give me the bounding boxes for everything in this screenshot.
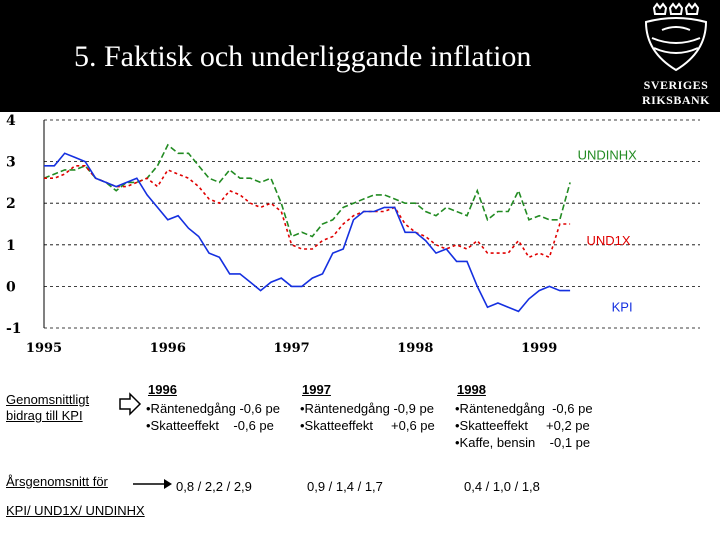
label-avg-contribution: Genomsnittligt bidrag till KPI xyxy=(6,392,90,423)
year-heading-1997: 1997 xyxy=(302,382,331,397)
y-tick-label: 4 xyxy=(6,113,16,129)
series-line-undinhx xyxy=(43,143,571,238)
series-line-kpi xyxy=(44,152,571,313)
y-tick-label: 1 xyxy=(6,238,16,254)
x-tick-label: 1995 xyxy=(26,341,62,356)
title-bar: 5. Faktisk och underliggande inflation S… xyxy=(0,0,720,112)
arrow-right-icon xyxy=(133,479,172,489)
series-line-und1x xyxy=(44,164,571,259)
logo-text-riksbank: RIKSBANK xyxy=(641,93,710,107)
bullet-1998-1: •Räntenedgång -0,6 pe xyxy=(455,401,593,416)
x-tick-label: 1996 xyxy=(150,341,186,356)
y-tick-label: -1 xyxy=(6,321,22,337)
year-heading-1998: 1998 xyxy=(457,382,486,397)
series-label-und1x: UND1X xyxy=(586,233,630,248)
bullet-1996-2: •Skatteeffekt -0,6 pe xyxy=(146,418,274,433)
y-tick-label: 2 xyxy=(6,196,16,212)
bullet-1997-1: •Räntenedgång -0,9 pe xyxy=(300,401,434,416)
x-tick-label: 1997 xyxy=(273,341,309,356)
annual-average-1996: 0,8 / 2,2 / 2,9 xyxy=(176,479,252,494)
bullet-1997-2: •Skatteeffekt +0,6 pe xyxy=(300,418,435,433)
bullet-1998-2: •Skatteeffekt +0,2 pe xyxy=(455,418,590,433)
riksbank-crest-icon xyxy=(644,2,708,72)
inflation-line-chart: 4 3 2 1 0 -1 1995 1996 1997 1998 1999 UNDINHX UND1X K… xyxy=(6,113,700,356)
x-tick-label: 1999 xyxy=(521,341,557,356)
logo-text-sveriges: SVERIGES xyxy=(643,78,709,92)
slide-title: 5. Faktisk och underliggande inflation xyxy=(74,40,532,73)
label-series-list: KPI/ UND1X/ UNDINHX xyxy=(6,503,145,518)
annual-average-1998: 0,4 / 1,0 / 1,8 xyxy=(464,479,540,494)
arrow-right-icon xyxy=(119,392,142,416)
annual-average-1997: 0,9 / 1,4 / 1,7 xyxy=(307,479,383,494)
bullet-1998-3: •Kaffe, bensin -0,1 pe xyxy=(455,435,591,450)
y-tick-label: 3 xyxy=(6,155,16,171)
label-annual-average: Årsgenomsnitt för xyxy=(6,474,108,489)
series-label-kpi: KPI xyxy=(612,299,633,314)
x-tick-label: 1998 xyxy=(397,341,433,356)
y-tick-label: 0 xyxy=(6,279,16,295)
bullet-1996-1: •Räntenedgång -0,6 pe xyxy=(146,401,280,416)
series-label-undinhx: UNDINHX xyxy=(578,148,638,163)
year-heading-1996: 1996 xyxy=(148,382,177,397)
